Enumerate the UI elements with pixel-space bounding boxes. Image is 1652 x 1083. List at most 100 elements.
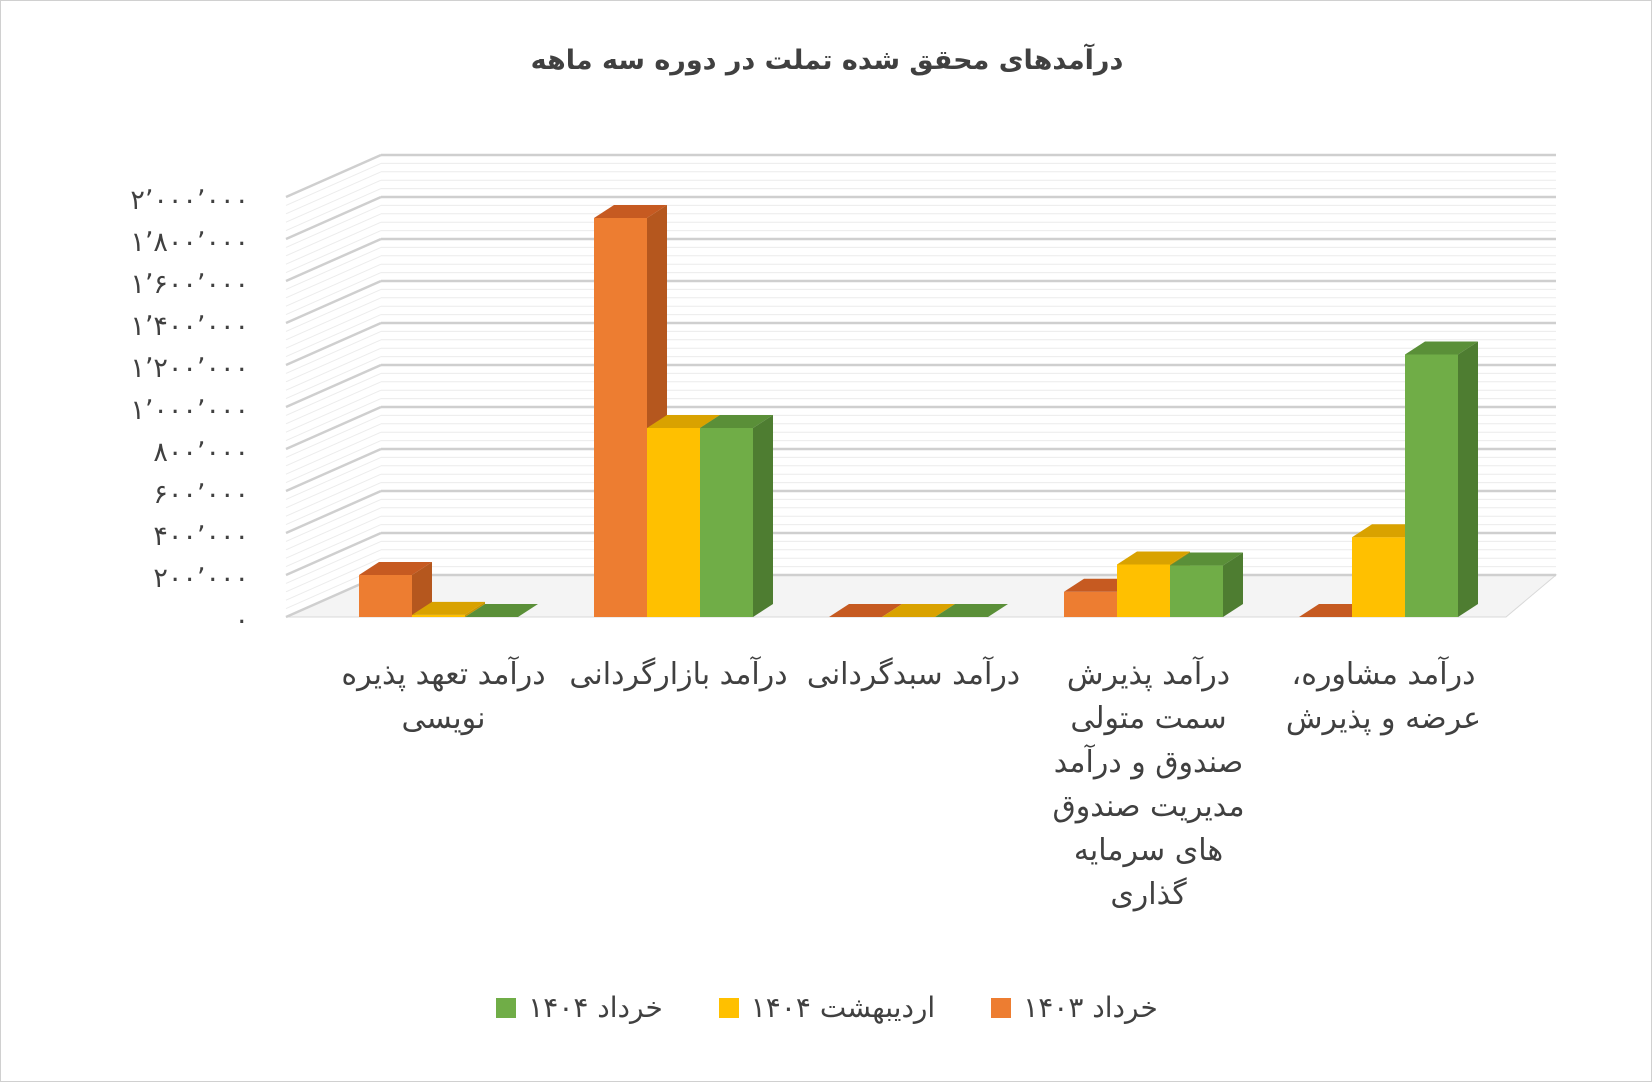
chart-legend: خرداد ۱۴۰۳ اردیبهشت ۱۴۰۴ خرداد ۱۴۰۴ [1,991,1652,1024]
gridline-minor [285,540,382,584]
legend-label: خرداد ۱۴۰۳ [1023,991,1158,1024]
bar [882,604,955,617]
gridline-major [285,195,382,241]
legend-label: خرداد ۱۴۰۴ [528,991,663,1024]
chart-bars [359,205,1478,617]
bar-top [1405,341,1478,355]
bar-front [647,428,700,617]
gridline-minor [285,440,382,484]
gridline-major [285,489,382,535]
gridline-major [285,405,382,451]
legend-item: اردیبهشت ۱۴۰۴ [718,991,936,1024]
gridline-major [285,447,382,493]
bar [412,601,485,617]
y-tick-label: ۱٬۸۰۰٬۰۰۰ [130,227,249,258]
bar [935,604,1008,617]
gridline-minor [285,305,382,349]
gridline-minor [285,288,382,332]
bar-top [647,415,720,428]
gridline-major [285,531,382,577]
gridline-minor [285,431,382,475]
gridline-minor [285,414,382,458]
gridline-minor [285,179,382,223]
bar-side [753,415,773,617]
y-tick-label: ۲۰۰٬۰۰۰ [153,563,249,594]
bar-front [1352,537,1405,617]
gridline-minor [285,507,382,551]
gridline-minor [285,330,382,374]
bar-front [1117,564,1170,617]
gridline-major [285,321,382,367]
gridline-minor [285,255,382,299]
bar-side [412,562,432,617]
y-tick-label: ۱٬۲۰۰٬۰۰۰ [130,353,249,384]
bar-side [465,601,485,617]
gridline-minor [285,398,382,442]
bar [1170,552,1243,617]
bar-top [465,604,538,617]
bar-top [1117,551,1190,565]
gridline-minor [285,246,382,290]
bar-side [1458,341,1478,617]
gridline-minor [285,297,382,341]
gridline-minor [285,347,382,391]
gridline-minor [285,213,382,257]
gridline-minor [285,473,382,517]
gridline-minor [285,171,382,215]
legend-item: خرداد ۱۴۰۳ [991,991,1158,1024]
bar-side [1223,552,1243,617]
bar-front [1405,354,1458,617]
legend-swatch [496,997,517,1018]
y-tick-label: ۸۰۰٬۰۰۰ [153,437,249,468]
x-tick-label: درآمد تعهد پذیره نویسی [341,657,546,736]
y-tick-label: ۴۰۰٬۰۰۰ [153,521,249,552]
bar-top [935,604,1008,617]
gridline-minor [285,389,382,433]
gridline-minor [285,498,382,542]
gridline-minor [285,188,382,232]
bar [465,604,538,617]
gridline-minor [285,339,382,383]
bar [1405,341,1478,617]
gridline-minor [285,465,382,509]
gridline-minor [285,524,382,568]
gridline-minor [285,456,382,500]
bar-top [412,601,485,615]
gridline-minor [285,482,382,526]
bar [829,604,902,617]
x-tick-label: درآمد پذیرش سمت متولی صندوق و درآمد مدیر… [1052,657,1245,912]
y-axis-ticks: ۰ ۲۰۰٬۰۰۰ ۴۰۰٬۰۰۰ ۶۰۰٬۰۰۰ ۸۰۰٬۰۰۰ ۱٬۰۰۰٬۰۰۰ ۱٬… [130,185,249,636]
gridline-major [285,237,382,283]
gridline-minor [285,230,382,274]
bar-top [1170,552,1243,566]
y-tick-label: ۱٬۰۰۰٬۰۰۰ [130,395,249,426]
bar-front [359,575,412,617]
bar-front [700,428,753,617]
gridline-minor [285,423,382,467]
bar [700,415,773,617]
legend-label: اردیبهشت ۱۴۰۴ [750,991,936,1024]
gridline-minor [285,221,382,265]
bar-top [829,604,902,617]
bar-front [412,614,465,617]
gridline-major [285,363,382,409]
gridline-minor [285,314,382,358]
gridline-minor [285,272,382,316]
y-tick-label: ۶۰۰٬۰۰۰ [153,479,249,510]
gridline-minor [285,204,382,248]
legend-swatch [718,997,739,1018]
gridline-major [285,279,382,325]
gridline-minor [285,557,382,601]
chart-title: درآمدهای محقق شده تملت در دوره سه ماهه [530,45,1124,76]
y-tick-label: ۰ [234,605,249,636]
bar-front [1064,591,1117,617]
x-tick-label: درآمد سبدگردانی [806,657,1021,692]
bar-top [359,562,432,575]
y-tick-label: ۱٬۴۰۰٬۰۰۰ [130,311,249,342]
gridline-minor [285,549,382,593]
bar-top [700,415,773,428]
gridline-minor [285,381,382,425]
gridline-minor [285,263,382,307]
gridline-minor [285,356,382,400]
